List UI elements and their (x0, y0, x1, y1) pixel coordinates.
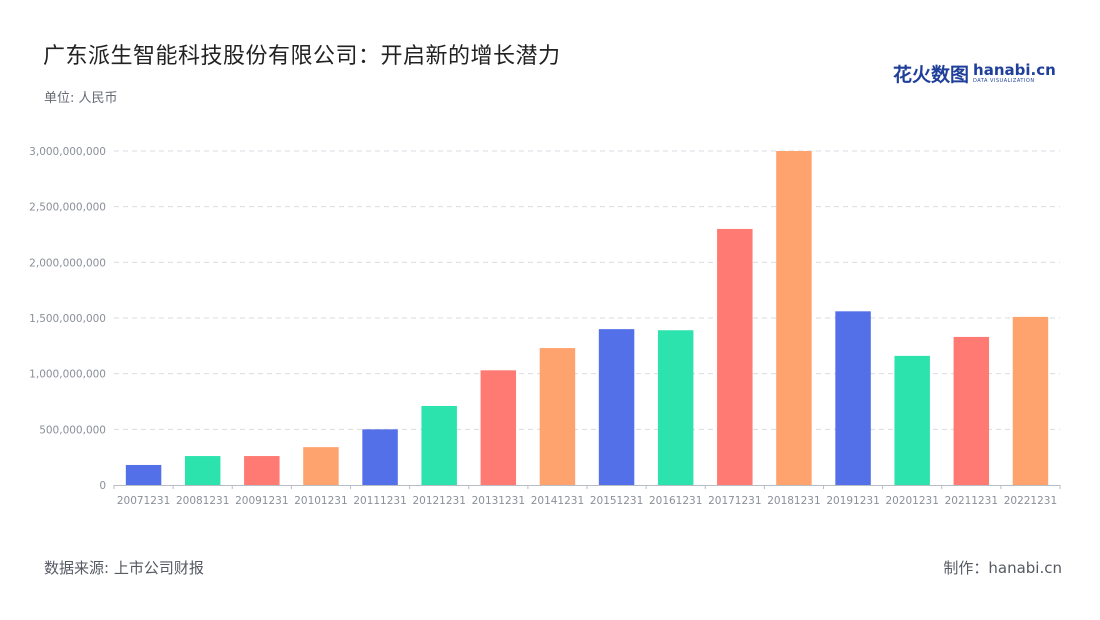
x-tick-label: 20191231 (826, 495, 879, 507)
bar-20071231[interactable] (125, 464, 162, 485)
logo-en-subtext: DATA VISUALIZATION (973, 77, 1035, 84)
x-tick-label: 20121231 (412, 495, 465, 507)
chart-title: 广东派生智能科技股份有限公司：开启新的增长潜力 (43, 44, 561, 69)
bar-20171231[interactable] (717, 228, 753, 485)
logo-cn-text: 花火数图 (893, 63, 970, 86)
bar-20161231[interactable] (657, 330, 694, 485)
x-tick-label: 20141231 (531, 495, 584, 507)
x-tick-label: 20091231 (235, 495, 288, 507)
data-source: 数据来源: 上市公司财报 (44, 559, 204, 577)
bar-20131231[interactable] (480, 370, 517, 485)
axis-layer (113, 485, 1061, 489)
unit-label: 单位: 人民币 (44, 91, 118, 106)
x-tick-label: 20221231 (1004, 495, 1057, 507)
x-tick-label: 20201231 (885, 495, 938, 507)
x-tick-label: 20111231 (353, 495, 406, 507)
x-tick-label: 20071231 (117, 495, 170, 507)
bar-20121231[interactable] (421, 405, 457, 485)
bar-20191231[interactable] (835, 311, 871, 485)
grid-layer (114, 150, 1060, 430)
y-tick-label: 500,000,000 (39, 424, 106, 436)
y-tick-label: 1,000,000,000 (29, 369, 106, 381)
x-tick-label: 20161231 (649, 495, 702, 507)
y-tick-label: 1,500,000,000 (29, 313, 106, 325)
x-tick-label: 20181231 (767, 495, 820, 507)
logo-en-block: hanabi.cn DATA VISUALIZATION (973, 60, 1056, 84)
x-tick-label: 20211231 (945, 495, 998, 507)
bar-20111231[interactable] (362, 429, 398, 485)
x-tick-label: 20101231 (294, 495, 347, 507)
x-tick-label: 20131231 (472, 495, 525, 507)
bar-20181231[interactable] (776, 151, 812, 485)
y-tick-label: 0 (99, 480, 106, 492)
x-tick-label: 20171231 (708, 495, 761, 507)
bar-20141231[interactable] (539, 348, 576, 485)
bar-20101231[interactable] (303, 447, 339, 485)
bars-layer (125, 151, 1049, 485)
credit-text: 制作：hanabi.cn (943, 559, 1062, 577)
bar-20081231[interactable] (184, 456, 221, 485)
x-tick-label: 20151231 (590, 495, 643, 507)
bar-20211231[interactable] (953, 336, 990, 485)
brand-logo: 花火数图 hanabi.cn DATA VISUALIZATION (893, 58, 1056, 88)
bar-20151231[interactable] (598, 329, 635, 485)
labels-layer: 0 500,000,000 1,000,000,000 1,500,000,000 2,… (29, 146, 1057, 507)
x-tick-label: 20081231 (176, 495, 229, 507)
y-tick-label: 2,500,000,000 (29, 202, 106, 214)
bar-20221231[interactable] (1012, 316, 1049, 485)
bar-20201231[interactable] (894, 355, 930, 485)
logo-en-text: hanabi.cn (973, 60, 1056, 79)
bar-20091231[interactable] (244, 456, 280, 485)
y-tick-label: 2,000,000,000 (29, 257, 106, 269)
y-tick-label: 3,000,000,000 (29, 146, 106, 158)
